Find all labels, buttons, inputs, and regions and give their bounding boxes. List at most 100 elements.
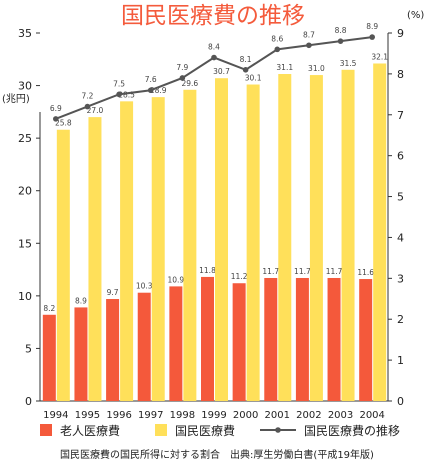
bar-rojin-iryohi [74, 307, 88, 401]
bar-kokumin-iryohi [151, 97, 165, 401]
data-label-rojin-iryohi: 10.3 [136, 282, 153, 291]
right-tick-label: 8 [397, 68, 404, 81]
bar-kokumin-iryohi [215, 78, 228, 401]
legend-label-kokumin-iryohi: 国民医療費 [175, 423, 235, 438]
left-tick-label: 20 [18, 185, 32, 198]
right-tick-label: 1 [397, 354, 404, 367]
left-tick-label: 25 [18, 132, 32, 145]
x-tick-label: 2002 [296, 410, 321, 421]
bar-kokumin-iryohi [341, 69, 355, 402]
x-tick-label: 1999 [201, 410, 226, 421]
right-tick-label: 4 [397, 231, 404, 244]
data-label-rojin-iryohi: 11.6 [357, 268, 374, 277]
bar-kokumin-iryohi [278, 74, 292, 402]
bar-rojin-iryohi [295, 277, 309, 401]
data-label-rojin-iryohi: 9.7 [107, 288, 119, 297]
data-label-suii: 8.9 [366, 22, 378, 31]
bar-rojin-iryohi [169, 286, 183, 401]
data-label-kokumin-iryohi: 31.0 [308, 64, 325, 73]
left-tick-label: 35 [18, 27, 32, 40]
line-point-suii [84, 103, 91, 110]
right-tick-label: 9 [397, 27, 404, 40]
data-label-rojin-iryohi: 11.8 [199, 266, 216, 275]
data-label-rojin-iryohi: 11.7 [326, 267, 343, 276]
bar-rojin-iryohi [137, 292, 151, 401]
data-label-rojin-iryohi: 8.9 [75, 296, 87, 305]
bar-kokumin-iryohi [309, 75, 323, 402]
x-tick-label: 2003 [328, 410, 353, 421]
x-tick-label: 1994 [43, 410, 68, 421]
left-tick-label: 0 [25, 395, 32, 408]
chart-title: 国民医療費の推移 [121, 3, 305, 29]
right-axis-unit: (%) [407, 10, 424, 21]
bar-kokumin-iryohi [56, 129, 70, 401]
right-tick-label: 0 [397, 395, 404, 408]
data-label-suii: 7.2 [81, 92, 93, 101]
left-tick-label: 30 [18, 80, 32, 93]
data-label-suii: 8.4 [208, 43, 220, 52]
data-label-rojin-iryohi: 11.7 [262, 267, 279, 276]
data-label-kokumin-iryohi: 30.1 [245, 74, 262, 83]
x-tick-label: 2000 [233, 410, 258, 421]
bar-rojin-iryohi [264, 277, 278, 401]
line-point-suii [147, 87, 154, 94]
data-label-suii: 6.9 [50, 104, 62, 113]
data-label-kokumin-iryohi: 31.1 [276, 63, 293, 72]
data-label-suii: 8.6 [271, 34, 283, 43]
data-label-kokumin-iryohi: 28.9 [150, 86, 167, 95]
bar-kokumin-iryohi [88, 117, 102, 401]
bar-kokumin-iryohi [120, 101, 134, 401]
line-point-suii [306, 42, 312, 49]
bar-kokumin-iryohi [246, 84, 260, 402]
x-tick-label: 1996 [106, 410, 131, 421]
data-label-kokumin-iryohi: 27.0 [87, 106, 104, 115]
bar-rojin-iryohi [232, 283, 246, 401]
left-tick-label: 15 [18, 237, 32, 250]
legend-swatch-suii-point [275, 427, 281, 433]
data-label-kokumin-iryohi: 30.7 [213, 67, 230, 76]
line-point-suii [242, 67, 249, 73]
data-label-suii: 7.5 [113, 79, 125, 88]
footnote: 国民医療費の国民所得に対する割合 出典:厚生労働白書(平成19年版) [60, 448, 374, 461]
x-tick-label: 2001 [265, 410, 290, 421]
data-label-rojin-iryohi: 11.2 [231, 272, 248, 281]
right-tick-label: 6 [397, 150, 404, 163]
bar-rojin-iryohi [42, 314, 56, 401]
line-point-suii [53, 116, 59, 122]
data-label-suii: 8.7 [303, 30, 315, 39]
line-point-suii [211, 54, 217, 61]
x-tick-label: 2004 [359, 410, 384, 421]
right-tick-label: 5 [397, 191, 404, 204]
x-tick-label: 1995 [75, 410, 100, 421]
legend-label-suii: 国民医療費の推移 [304, 423, 400, 438]
data-label-kokumin-iryohi: 29.6 [182, 79, 199, 88]
data-label-rojin-iryohi: 10.9 [168, 275, 185, 284]
bar-rojin-iryohi [327, 277, 341, 401]
left-tick-label: 10 [18, 290, 32, 303]
left-axis-unit: (兆円) [2, 93, 30, 105]
line-point-suii [369, 34, 375, 40]
x-tick-label: 1998 [170, 410, 195, 421]
left-tick-label: 5 [25, 342, 32, 355]
bar-kokumin-iryohi [373, 63, 387, 402]
data-label-suii: 7.9 [176, 63, 188, 72]
data-label-kokumin-iryohi: 32.1 [371, 52, 388, 61]
data-label-suii: 7.6 [145, 75, 157, 84]
legend-label-rojin-iryohi: 老人医療費 [60, 423, 120, 438]
line-point-suii [116, 91, 122, 98]
right-tick-label: 7 [397, 109, 404, 122]
bar-rojin-iryohi [201, 276, 214, 401]
data-label-kokumin-iryohi: 28.5 [118, 90, 135, 99]
bar-rojin-iryohi [106, 299, 120, 401]
bar-kokumin-iryohi [183, 89, 197, 401]
bar-rojin-iryohi [359, 279, 373, 401]
x-tick-label: 1997 [138, 410, 163, 421]
line-point-suii [337, 38, 344, 44]
right-tick-label: 3 [397, 272, 404, 285]
line-point-suii [179, 75, 186, 81]
data-label-kokumin-iryohi: 31.5 [340, 59, 357, 68]
legend-swatch-rojin-iryohi [40, 424, 52, 436]
legend-swatch-kokumin-iryohi [155, 424, 167, 436]
